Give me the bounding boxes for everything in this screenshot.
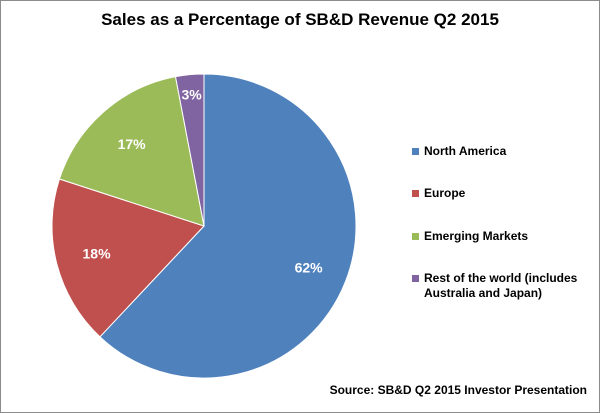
legend-label: North America	[424, 144, 507, 158]
data-label-emerging: 17%	[118, 136, 147, 152]
data-label-north: 62%	[295, 259, 324, 275]
legend-swatch	[412, 233, 419, 240]
legend-swatch	[412, 190, 419, 197]
legend-swatch	[412, 275, 419, 282]
legend-label: Europe	[424, 186, 466, 200]
pie-slice-emerging	[58, 76, 205, 227]
legend-swatch	[412, 148, 419, 155]
pie-slice-north	[99, 73, 357, 379]
pie-slice-europe	[51, 178, 205, 338]
data-label-rest: 3%	[181, 86, 202, 102]
pie-slice-rest	[174, 73, 205, 227]
legend-label: Emerging Markets	[424, 229, 529, 243]
legend-label: Rest of the world (includes Australia an…	[424, 271, 578, 300]
data-label-europe: 18%	[83, 246, 112, 262]
source-note: Source: SB&D Q2 2015 Investor Presentati…	[329, 383, 587, 397]
chart-title: Sales as a Percentage of SB&D Revenue Q2…	[101, 10, 499, 29]
